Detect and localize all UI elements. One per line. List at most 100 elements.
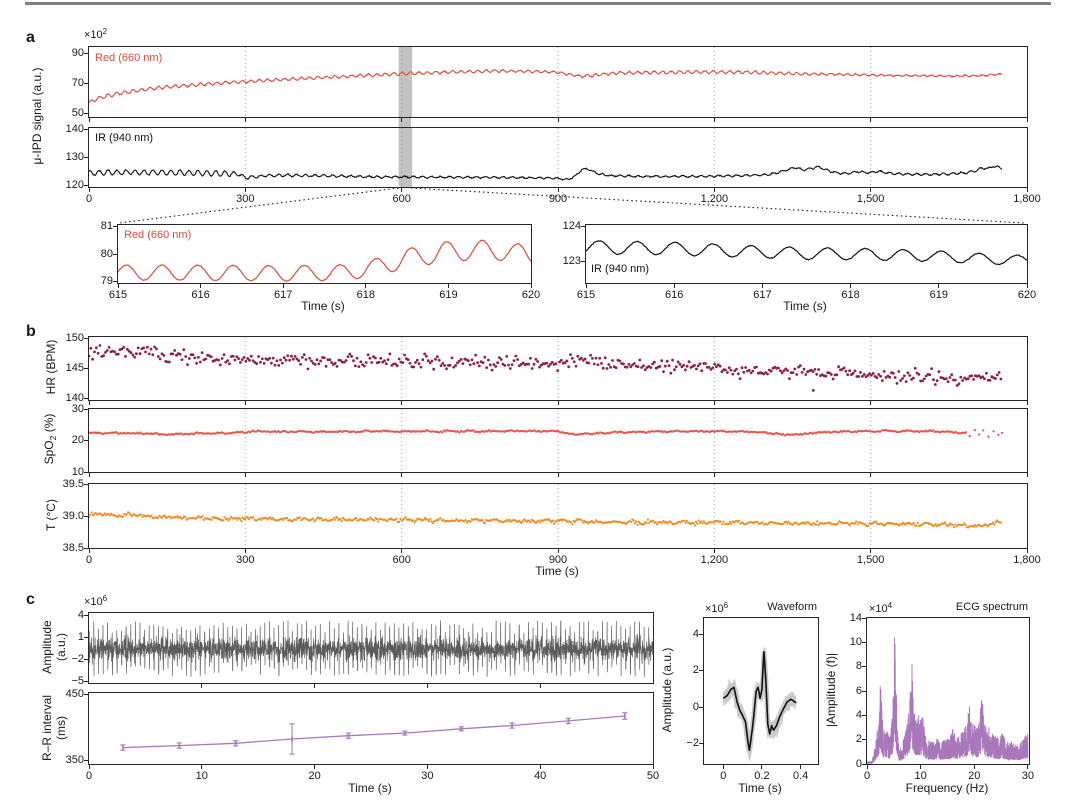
tick-mark bbox=[1026, 284, 1028, 288]
tick-label: 50 bbox=[71, 107, 84, 120]
tick-label: 10 bbox=[195, 770, 208, 782]
inset-right-xlabel: Time (s) bbox=[783, 299, 827, 313]
tick-label: 2 bbox=[855, 733, 862, 746]
tick-label: 615 bbox=[108, 289, 128, 301]
tick-mark bbox=[113, 225, 117, 227]
tick-mark bbox=[244, 401, 246, 405]
tick-mark bbox=[84, 637, 88, 639]
offset-exp: 2 bbox=[102, 27, 108, 36]
tick-mark bbox=[862, 641, 866, 643]
top-rule bbox=[25, 2, 1051, 5]
tick-label: 80 bbox=[100, 247, 113, 260]
tick-label: 0 bbox=[85, 770, 93, 782]
tick-mark bbox=[314, 684, 316, 688]
tick-mark bbox=[850, 284, 852, 288]
tick-label: 616 bbox=[665, 289, 684, 301]
spectrum-title: ECG spectrum bbox=[955, 601, 1028, 613]
tick-mark bbox=[557, 473, 559, 477]
tick-mark bbox=[426, 684, 428, 688]
tick-mark bbox=[401, 118, 403, 122]
tick-mark bbox=[84, 760, 88, 762]
tick-mark bbox=[652, 765, 654, 769]
tick-mark bbox=[862, 714, 866, 716]
tick-mark bbox=[713, 549, 715, 553]
tick-mark bbox=[581, 261, 585, 263]
ir-940-trace bbox=[89, 165, 1003, 181]
plot-ir-940: 120 130 140 0 300 600 900 1,200 1,500 1,800 bbox=[66, 123, 1041, 205]
tick-label: 123 bbox=[562, 255, 581, 268]
plot-ecg-spectrum: 0 2 4 6 8 10 14 0 10 20 30 bbox=[850, 612, 1034, 783]
ecg-trace bbox=[89, 620, 653, 677]
plot-canvas bbox=[722, 646, 797, 762]
tick-mark bbox=[1026, 401, 1028, 405]
waveform-mean bbox=[722, 650, 797, 752]
tick-label: 30 bbox=[421, 770, 434, 782]
tick-mark bbox=[699, 706, 703, 708]
tick-mark bbox=[1026, 549, 1028, 553]
tick-label: 450 bbox=[65, 688, 84, 701]
tick-label: 0 bbox=[692, 700, 699, 713]
tick-mark bbox=[862, 666, 866, 668]
plot-canvas bbox=[120, 712, 628, 755]
tick-mark bbox=[426, 765, 428, 769]
spo2-label-unit: (%) bbox=[42, 413, 56, 436]
tick-label: 70 bbox=[71, 77, 84, 90]
tick-mark bbox=[200, 284, 202, 288]
tick-mark bbox=[1026, 188, 1028, 192]
tick-mark bbox=[84, 547, 88, 549]
tick-mark bbox=[866, 765, 868, 769]
plot-inset-red: 79 80 81 615 616 617 618 619 620 bbox=[101, 220, 540, 301]
tick-mark bbox=[800, 765, 802, 769]
tick-mark bbox=[870, 118, 872, 122]
tick-mark bbox=[581, 226, 585, 228]
tick-label: 1,200 bbox=[700, 193, 729, 205]
tick-mark bbox=[84, 156, 88, 158]
tick-mark bbox=[201, 765, 203, 769]
inset-ir-trace bbox=[586, 240, 1027, 266]
tick-label: 618 bbox=[356, 289, 375, 301]
tick-mark bbox=[401, 549, 403, 553]
tick-mark bbox=[84, 184, 88, 186]
spo2-scatter bbox=[89, 428, 1004, 438]
plot-rr-interval: 350 450 0 10 20 30 40 50 bbox=[66, 688, 659, 782]
plot-canvas bbox=[89, 484, 1003, 548]
tick-label: 90 bbox=[71, 46, 84, 59]
tick-label: 600 bbox=[392, 193, 411, 205]
offset-exp: 4 bbox=[887, 601, 893, 610]
waveform-ylabel: Amplitude (a.u.) bbox=[660, 647, 674, 733]
tick-mark bbox=[673, 284, 675, 288]
tick-mark bbox=[88, 549, 90, 553]
tick-label: 140 bbox=[65, 122, 84, 135]
ecg-spectrum bbox=[867, 636, 1029, 764]
red-660-trace bbox=[89, 68, 1002, 104]
tick-label: 81 bbox=[100, 219, 113, 232]
temp-ylabel: T (°C) bbox=[44, 499, 58, 531]
tick-mark bbox=[761, 284, 763, 288]
offset-base: ×10 bbox=[705, 603, 724, 615]
tick-mark bbox=[84, 471, 88, 473]
waveform-xlabel: Time (s) bbox=[738, 781, 782, 795]
plot-canvas bbox=[586, 240, 1027, 266]
plot-waveform: 4 2 0 −2 0 0.2 0.4 bbox=[686, 617, 819, 782]
tick-label: 0 bbox=[855, 757, 862, 770]
a-axis-offset: ×102 bbox=[84, 27, 107, 41]
tick-label: 600 bbox=[392, 554, 411, 566]
tick-mark bbox=[84, 659, 88, 661]
tick-label: −2 bbox=[686, 737, 699, 750]
tick-label: 0.4 bbox=[792, 770, 809, 782]
tick-label: 4 bbox=[77, 609, 84, 622]
tick-mark bbox=[84, 128, 88, 130]
red-660-legend: Red (660 nm) bbox=[95, 52, 163, 64]
tick-mark bbox=[84, 615, 88, 617]
tick-label: 50 bbox=[646, 770, 660, 782]
tick-label: 616 bbox=[191, 289, 210, 301]
panel-b-xlabel: Time (s) bbox=[535, 564, 579, 578]
tick-mark bbox=[113, 253, 117, 255]
tick-label: 4 bbox=[855, 708, 862, 721]
tick-label: 1 bbox=[77, 631, 84, 644]
tick-mark bbox=[530, 284, 532, 288]
tick-mark bbox=[88, 188, 90, 192]
plot-canvas bbox=[89, 409, 1004, 472]
